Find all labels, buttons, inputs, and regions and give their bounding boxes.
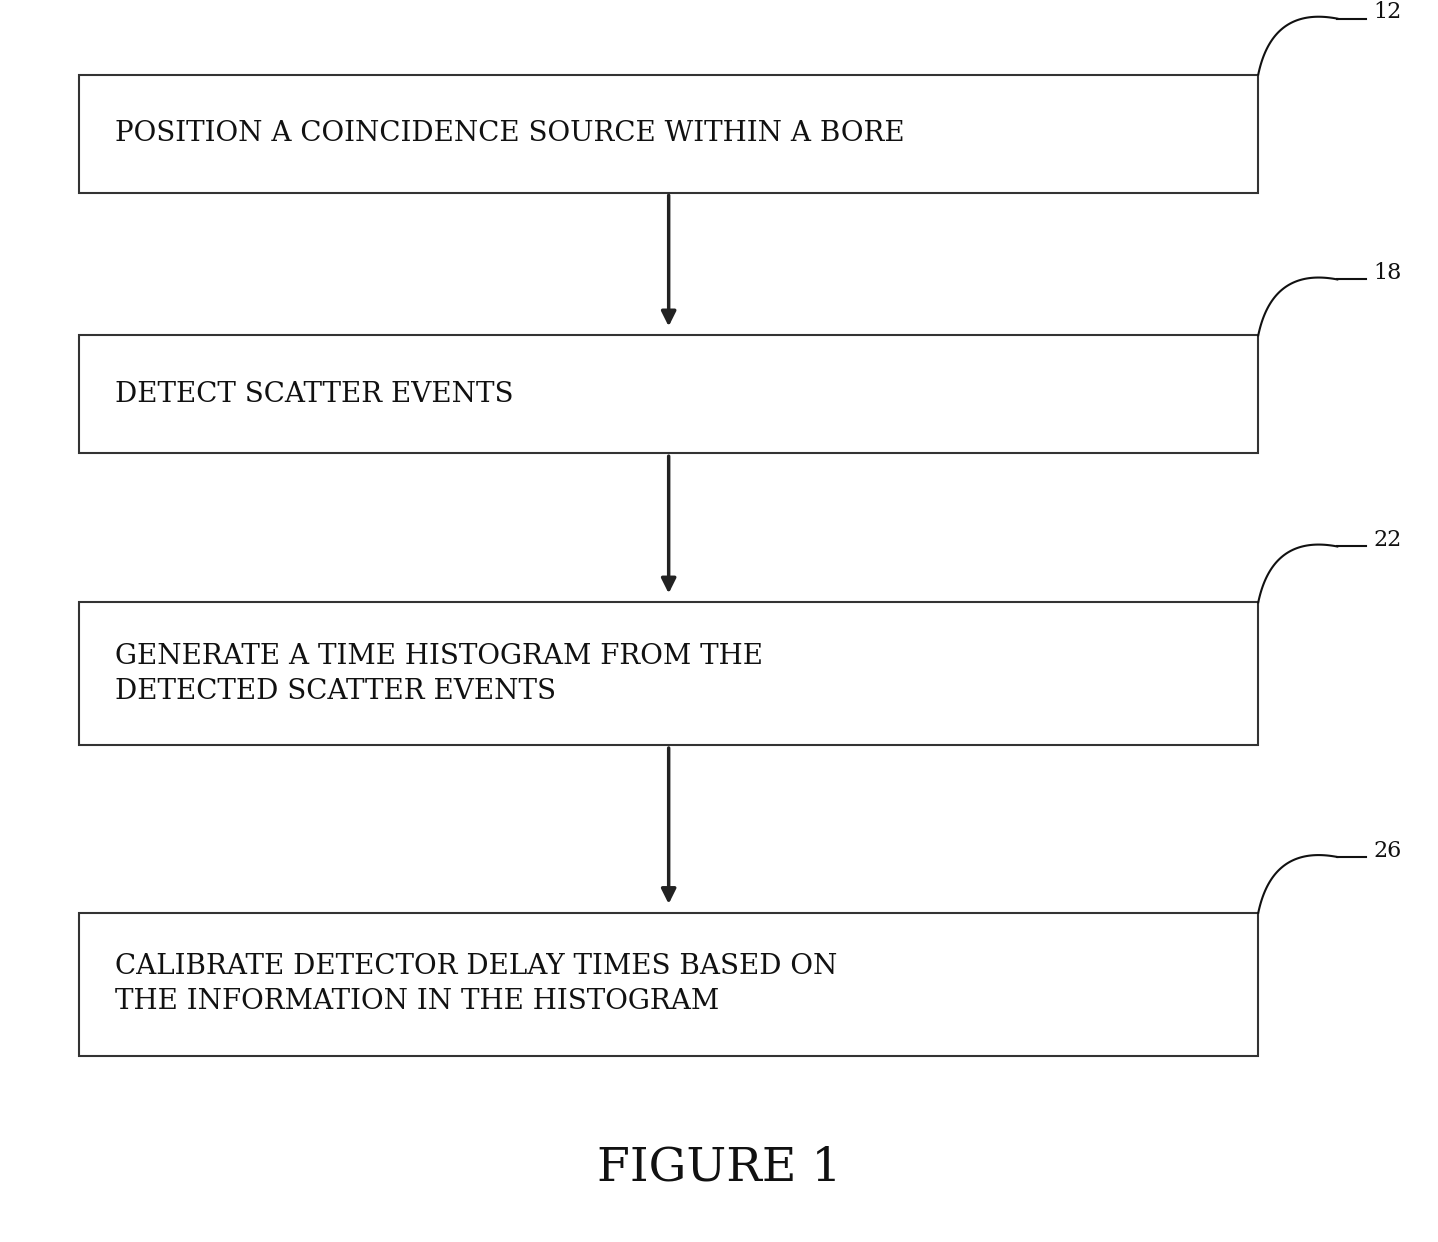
FancyBboxPatch shape [79,913,1258,1056]
FancyBboxPatch shape [79,75,1258,193]
Text: FIGURE 1: FIGURE 1 [597,1145,841,1190]
Text: DETECT SCATTER EVENTS: DETECT SCATTER EVENTS [115,381,513,407]
FancyBboxPatch shape [79,335,1258,453]
Text: 22: 22 [1373,529,1402,551]
Text: 12: 12 [1373,1,1402,24]
Text: POSITION A COINCIDENCE SOURCE WITHIN A BORE: POSITION A COINCIDENCE SOURCE WITHIN A B… [115,120,905,147]
Text: 18: 18 [1373,262,1402,284]
FancyBboxPatch shape [79,602,1258,745]
Text: 26: 26 [1373,840,1402,862]
Text: GENERATE A TIME HISTOGRAM FROM THE
DETECTED SCATTER EVENTS: GENERATE A TIME HISTOGRAM FROM THE DETEC… [115,642,764,705]
Text: CALIBRATE DETECTOR DELAY TIMES BASED ON
THE INFORMATION IN THE HISTOGRAM: CALIBRATE DETECTOR DELAY TIMES BASED ON … [115,953,837,1016]
